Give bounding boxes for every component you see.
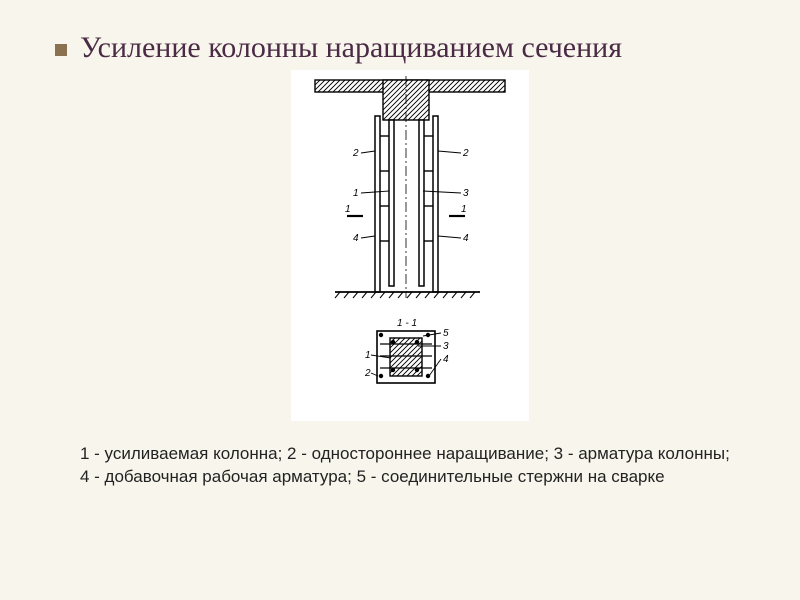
- svg-text:2: 2: [462, 148, 469, 159]
- svg-text:4: 4: [443, 354, 449, 365]
- svg-text:1: 1: [461, 204, 467, 215]
- svg-text:4: 4: [353, 233, 359, 244]
- svg-text:3: 3: [443, 341, 449, 352]
- svg-text:1: 1: [353, 188, 359, 199]
- svg-text:2: 2: [364, 368, 371, 379]
- title-bullet: [55, 44, 67, 56]
- svg-text:1: 1: [365, 350, 371, 361]
- svg-text:4: 4: [463, 233, 469, 244]
- svg-text:2: 2: [352, 148, 359, 159]
- engineering-figure: 112142341 - 153412: [291, 70, 529, 421]
- diagram-svg: 112142341 - 153412: [305, 76, 515, 406]
- svg-text:1: 1: [345, 204, 351, 215]
- slide-title: Усиление колонны наращиванием сечения: [80, 30, 740, 66]
- svg-text:5: 5: [443, 328, 449, 339]
- svg-text:3: 3: [463, 188, 469, 199]
- legend-caption: 1 - усиливаемая колонна; 2 - односторонн…: [80, 443, 740, 489]
- figure-container: 112142341 - 153412: [80, 70, 740, 421]
- svg-text:1 - 1: 1 - 1: [397, 318, 417, 329]
